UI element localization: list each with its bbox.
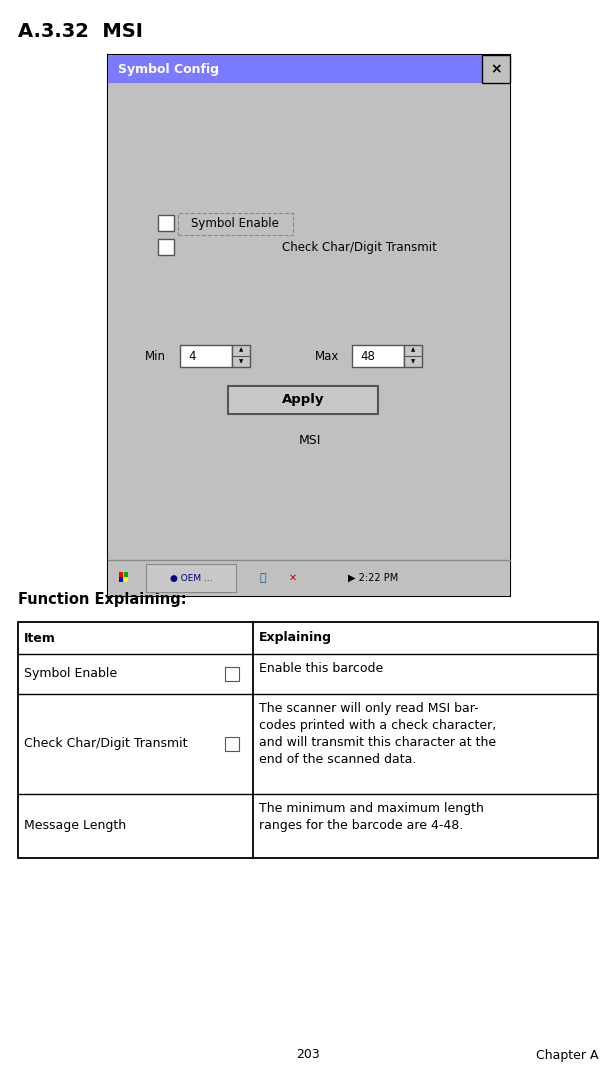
Text: ▶ 2:22 PM: ▶ 2:22 PM xyxy=(348,573,399,583)
Text: Check Char/Digit Transmit: Check Char/Digit Transmit xyxy=(282,241,437,254)
Text: Max: Max xyxy=(315,350,339,363)
FancyBboxPatch shape xyxy=(18,622,598,654)
Text: A.3.32  MSI: A.3.32 MSI xyxy=(18,22,143,41)
Text: Apply: Apply xyxy=(282,393,324,406)
Text: MSI: MSI xyxy=(299,433,321,446)
Text: ▼: ▼ xyxy=(411,360,415,365)
FancyBboxPatch shape xyxy=(123,572,128,577)
Text: Check Char/Digit Transmit: Check Char/Digit Transmit xyxy=(24,738,187,751)
Text: The minimum and maximum length
ranges for the barcode are 4-48.: The minimum and maximum length ranges fo… xyxy=(259,802,484,832)
Text: 48: 48 xyxy=(360,350,375,363)
Text: ▲: ▲ xyxy=(239,348,243,352)
FancyBboxPatch shape xyxy=(158,215,174,231)
Text: Symbol Config: Symbol Config xyxy=(118,63,219,76)
Text: ▼: ▼ xyxy=(239,360,243,365)
Text: ▲: ▲ xyxy=(411,348,415,352)
Text: Explaining: Explaining xyxy=(259,632,332,645)
FancyBboxPatch shape xyxy=(18,694,598,794)
Text: 🌐: 🌐 xyxy=(260,573,266,583)
Text: Item: Item xyxy=(24,632,56,645)
FancyBboxPatch shape xyxy=(228,386,378,414)
FancyBboxPatch shape xyxy=(232,345,250,367)
Text: Message Length: Message Length xyxy=(24,820,126,833)
FancyBboxPatch shape xyxy=(225,667,239,681)
FancyBboxPatch shape xyxy=(108,83,510,561)
FancyBboxPatch shape xyxy=(18,654,598,694)
FancyBboxPatch shape xyxy=(118,577,123,582)
FancyBboxPatch shape xyxy=(225,737,239,751)
FancyBboxPatch shape xyxy=(108,55,510,83)
FancyBboxPatch shape xyxy=(108,55,510,596)
Text: 4: 4 xyxy=(188,350,195,363)
FancyBboxPatch shape xyxy=(158,239,174,255)
Text: Function Explaining:: Function Explaining: xyxy=(18,592,187,607)
Text: ✕: ✕ xyxy=(289,573,297,583)
Text: Enable this barcode: Enable this barcode xyxy=(259,662,383,675)
FancyBboxPatch shape xyxy=(123,577,128,582)
Text: Symbol Enable: Symbol Enable xyxy=(191,216,279,230)
Text: Chapter A: Chapter A xyxy=(535,1049,598,1062)
Text: ● OEM ...: ● OEM ... xyxy=(169,573,213,582)
FancyBboxPatch shape xyxy=(118,572,123,577)
FancyBboxPatch shape xyxy=(18,794,598,858)
Text: Min: Min xyxy=(145,350,166,363)
FancyBboxPatch shape xyxy=(180,345,232,367)
FancyBboxPatch shape xyxy=(404,345,422,367)
Text: 203: 203 xyxy=(296,1049,320,1062)
FancyBboxPatch shape xyxy=(108,561,510,596)
Text: ×: × xyxy=(490,62,502,76)
FancyBboxPatch shape xyxy=(146,564,236,592)
FancyBboxPatch shape xyxy=(482,55,510,83)
Text: Symbol Enable: Symbol Enable xyxy=(24,667,117,680)
Text: The scanner will only read MSI bar-
codes printed with a check character,
and wi: The scanner will only read MSI bar- code… xyxy=(259,702,496,766)
FancyBboxPatch shape xyxy=(352,345,404,367)
